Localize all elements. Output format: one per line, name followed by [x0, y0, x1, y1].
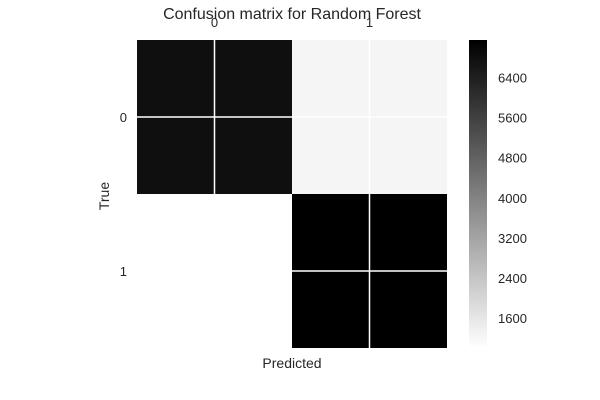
y-tick-label: 0 [120, 110, 127, 125]
colorbar-tick-label: 1600 [498, 311, 527, 326]
colorbar-tick-label: 5600 [498, 111, 527, 126]
x-tick-label: 1 [366, 15, 373, 30]
x-tick-label: 0 [211, 15, 218, 30]
colorbar-tick-label: 3200 [498, 231, 527, 246]
chart-title: Confusion matrix for Random Forest [163, 6, 421, 23]
colorbar [469, 40, 487, 348]
colorbar-tick-label: 4000 [498, 191, 527, 206]
colorbar-tick-label: 4800 [498, 151, 527, 166]
colorbar-tick-label: 2400 [498, 271, 527, 286]
y-axis-label: True [96, 182, 112, 210]
x-axis-label: Predicted [262, 355, 321, 371]
heatmap-cells [137, 40, 447, 348]
colorbar-tick-labels: 1600 2400 3200 4000 4800 5600 6400 [498, 71, 527, 326]
colorbar-tick-label: 6400 [498, 71, 527, 86]
grid-lines [137, 40, 447, 348]
y-tick-label: 1 [120, 264, 127, 279]
y-tick-labels: 01 [120, 110, 127, 279]
